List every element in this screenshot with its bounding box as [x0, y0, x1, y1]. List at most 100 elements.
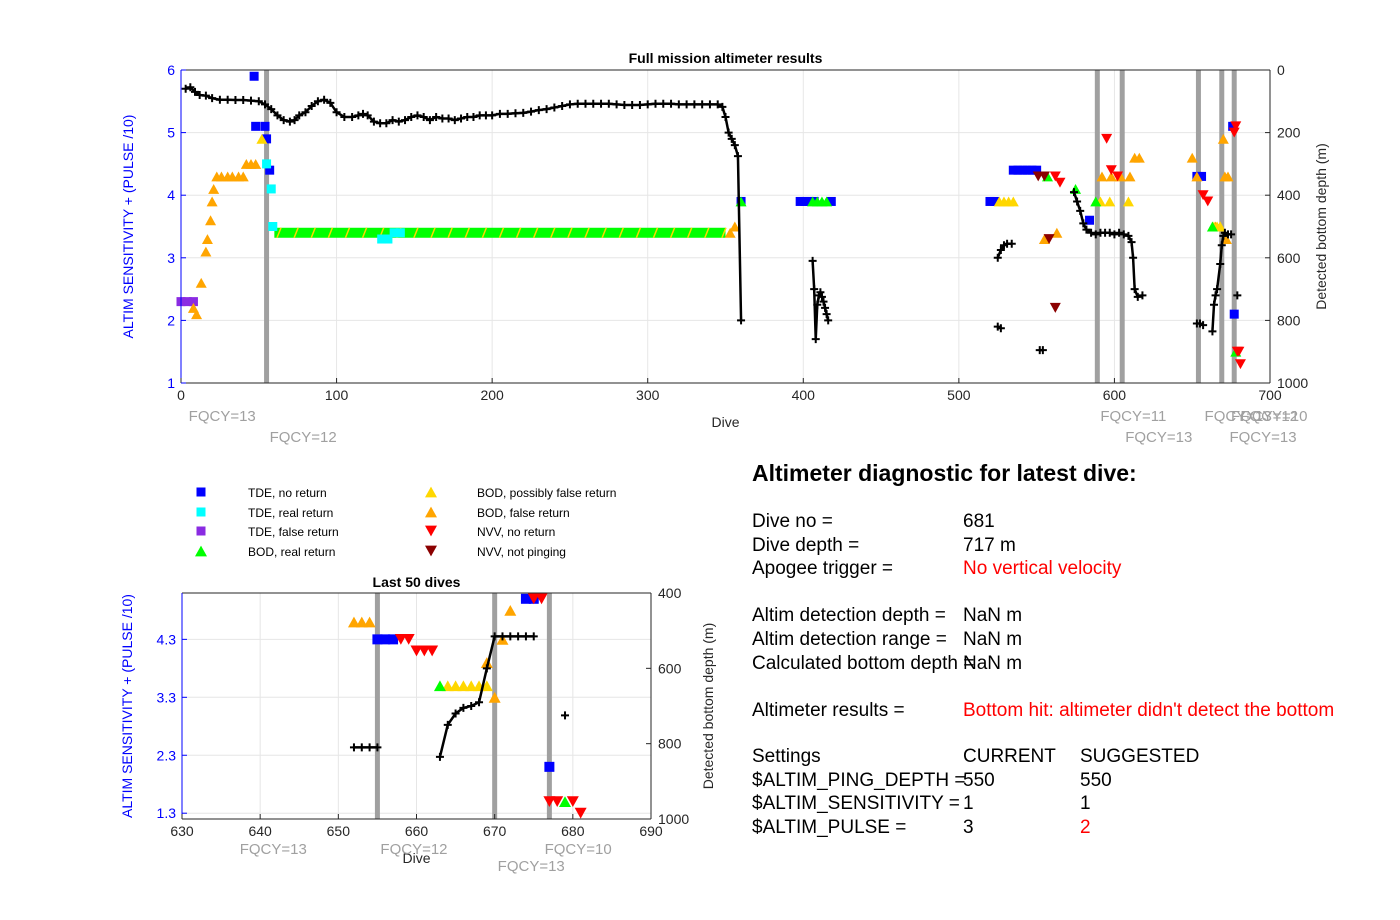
tde-no-return-marker [985, 196, 995, 206]
tde-no-return-marker [795, 196, 805, 206]
tde-no-return-marker [990, 196, 1000, 206]
depth-point [1124, 231, 1133, 240]
nvv-no-return-marker [426, 645, 439, 657]
depth-point [435, 752, 444, 761]
legend: TDE, no return TDE, real return TDE, false… [195, 486, 616, 559]
bod-possibly-false-marker [1214, 221, 1226, 232]
depth-line [438, 635, 534, 758]
tde-no-return-marker [260, 121, 270, 131]
bod-false-marker [347, 616, 360, 628]
tde-real-return-marker [389, 228, 399, 238]
y2-tick-label: 800 [1277, 312, 1301, 328]
fqcy-label: FQCY=13 [498, 858, 565, 875]
nvv-no-return-marker [1054, 177, 1066, 188]
depth-point [527, 107, 536, 116]
depth-point [443, 720, 452, 729]
depth-point [682, 100, 691, 109]
fqcy-label: FQCY=12 [270, 429, 337, 446]
y-tick-label: 5 [167, 125, 175, 141]
bod-real-marker [559, 796, 572, 808]
chart-full: 0 100 200 300 400 500 600 700 1 2 3 4 5 6 0 200 400 600 80… [120, 50, 1329, 446]
depth-point [1007, 239, 1016, 248]
y2-axis-label: Detected bottom depth (m) [1313, 143, 1329, 310]
bod-false-marker [208, 183, 220, 194]
tde-no-return-marker [251, 121, 261, 131]
depth-point [721, 112, 730, 121]
depth-point [332, 108, 341, 117]
bod-false-marker [724, 227, 736, 238]
x-tick-label: 640 [248, 823, 272, 839]
legend-marker [196, 507, 206, 517]
tde-no-return-marker [544, 761, 555, 772]
depth-point [628, 101, 637, 110]
depth-point [498, 632, 507, 641]
bod-possibly-false-marker [480, 680, 493, 692]
depth-point [432, 112, 441, 121]
tde-real-return-marker [383, 234, 393, 244]
detection-range-label: Altim detection range = [752, 629, 947, 650]
legend-label: BOD, false return [477, 506, 570, 520]
tde-no-return-marker [1008, 165, 1018, 175]
depth-point [550, 103, 559, 112]
y2-tick-label: 600 [658, 660, 682, 676]
tde-no-return-marker [800, 196, 810, 206]
tde-no-return-marker [1228, 121, 1238, 131]
bod-false-marker [1124, 171, 1136, 182]
depth-point [1211, 291, 1220, 300]
tde-no-return-marker [388, 634, 399, 645]
depth-point [295, 111, 304, 120]
bod-band-stripe [533, 227, 539, 239]
bod-false-marker [729, 221, 741, 232]
bod-band-stripe [344, 227, 351, 239]
depth-point [737, 316, 746, 325]
bod-band-stripe [430, 227, 436, 239]
legend-label: NVV, not pinging [477, 545, 566, 559]
depth-point [542, 105, 551, 114]
fqcy-label: FQCY=13 [240, 841, 307, 858]
depth-point [561, 711, 570, 720]
y-tick-label: 3 [167, 250, 175, 266]
fqcy-label: FQCY=13 [1125, 429, 1192, 446]
legend-marker [425, 486, 437, 498]
bod-band-stripe [704, 227, 710, 239]
bod-false-marker [1220, 234, 1232, 244]
bod-false-marker [1222, 171, 1234, 182]
depth-point [488, 111, 497, 120]
tde-false-return-marker [188, 297, 198, 307]
bod-false-marker [1051, 227, 1063, 238]
depth-point [407, 112, 416, 121]
chart-last50: 630 640 650 660 670 680 690 1.3 2.3 3.3 4.3 400 600 8… [119, 574, 716, 875]
bod-false-marker [200, 246, 212, 257]
depth-point [313, 97, 322, 106]
bod-false-marker [363, 616, 376, 628]
bod-band-stripe [652, 227, 659, 239]
depth-line [811, 260, 830, 340]
y2-tick-label: 200 [1277, 125, 1301, 141]
depth-point [401, 116, 410, 125]
depth-point [369, 117, 378, 126]
depth-point [357, 743, 366, 752]
depth-point [718, 102, 727, 111]
depth-point [521, 632, 530, 641]
nvv-not-pinging-marker [1043, 234, 1055, 244]
legend-marker [425, 545, 437, 557]
bod-band-stripe [498, 227, 505, 239]
legend-label: TDE, no return [248, 486, 327, 500]
depth-point [267, 105, 276, 114]
y2-tick-label: 1000 [1277, 375, 1308, 391]
tde-real-return-marker [262, 159, 272, 169]
depth-point [425, 116, 434, 125]
depth-point [816, 288, 825, 297]
depth-point [534, 106, 543, 115]
depth-point [349, 743, 358, 752]
x-tick-label: 0 [177, 387, 185, 403]
bod-possibly-false-marker [1122, 196, 1134, 207]
setting-suggested: 2 [1080, 817, 1091, 838]
nvv-no-return-marker [543, 796, 556, 808]
nvv-not-pinging-marker [1038, 171, 1050, 182]
tde-real-return-marker [395, 228, 405, 238]
fqcy-label: FQCY=11 [1100, 408, 1166, 425]
depth-point [529, 632, 538, 641]
fqcy-label: FQCY=10 [545, 841, 612, 858]
depth-point [340, 112, 349, 121]
